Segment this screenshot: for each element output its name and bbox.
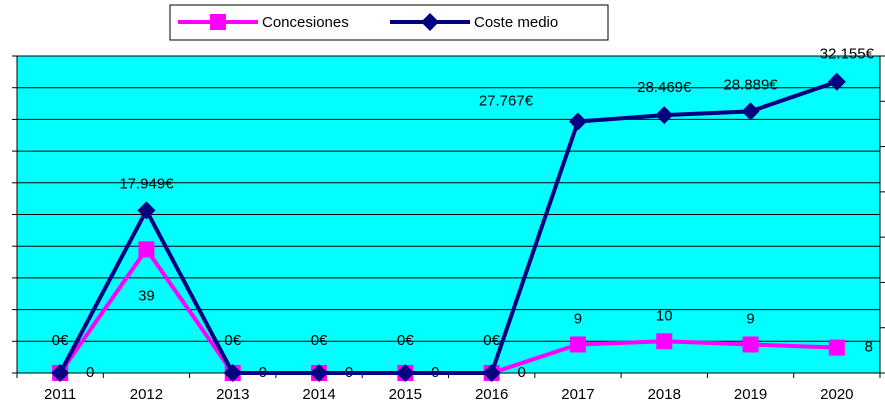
- data-label: 0€: [397, 332, 414, 349]
- x-tick-label: 2017: [561, 386, 594, 403]
- x-tick-label: 2011: [44, 386, 76, 403]
- data-label: 0€: [224, 332, 241, 349]
- point: [223, 364, 242, 382]
- point: [569, 336, 586, 353]
- point: [656, 333, 673, 350]
- point: [51, 364, 70, 382]
- x-tick-label: 2019: [734, 386, 767, 403]
- point: [741, 102, 760, 121]
- data-label: 17.949€: [119, 175, 174, 192]
- point: [137, 201, 156, 220]
- x-tick-label: 2014: [302, 386, 335, 403]
- data-label: 39: [138, 287, 155, 304]
- legend-label: Concesiones: [262, 14, 349, 31]
- data-label: 0: [517, 364, 525, 381]
- point: [742, 336, 759, 353]
- point: [310, 364, 329, 382]
- point: [655, 106, 674, 125]
- point: [568, 112, 587, 131]
- x-tick-label: 2016: [475, 386, 508, 403]
- x-tick-label: 2012: [130, 386, 163, 403]
- point: [827, 72, 846, 91]
- data-label: 32.155€: [820, 46, 875, 63]
- point: [138, 241, 155, 258]
- legend-marker: [421, 13, 439, 31]
- data-label: 28.889€: [723, 76, 778, 93]
- point: [482, 364, 501, 382]
- data-label: 28.469€: [637, 79, 692, 96]
- series-line: [58, 79, 838, 375]
- x-tick-label: 2018: [648, 386, 681, 403]
- point: [396, 364, 415, 382]
- data-label: 9: [746, 310, 754, 327]
- x-tick-label: 2013: [216, 386, 249, 403]
- data-label: 10: [656, 307, 673, 324]
- point: [828, 339, 845, 356]
- data-label: 0: [86, 364, 94, 381]
- data-label: 0€: [483, 332, 500, 349]
- x-tick-label: 2020: [820, 386, 853, 403]
- x-tick-label: 2015: [389, 386, 422, 403]
- data-label: 27.767€: [479, 92, 534, 109]
- data-label: 9: [574, 310, 582, 327]
- data-label: 0€: [52, 332, 69, 349]
- legend-marker: [210, 14, 226, 30]
- legend-label: Coste medio: [474, 14, 558, 31]
- data-label: 0€: [311, 332, 328, 349]
- data-label: 8: [865, 339, 873, 356]
